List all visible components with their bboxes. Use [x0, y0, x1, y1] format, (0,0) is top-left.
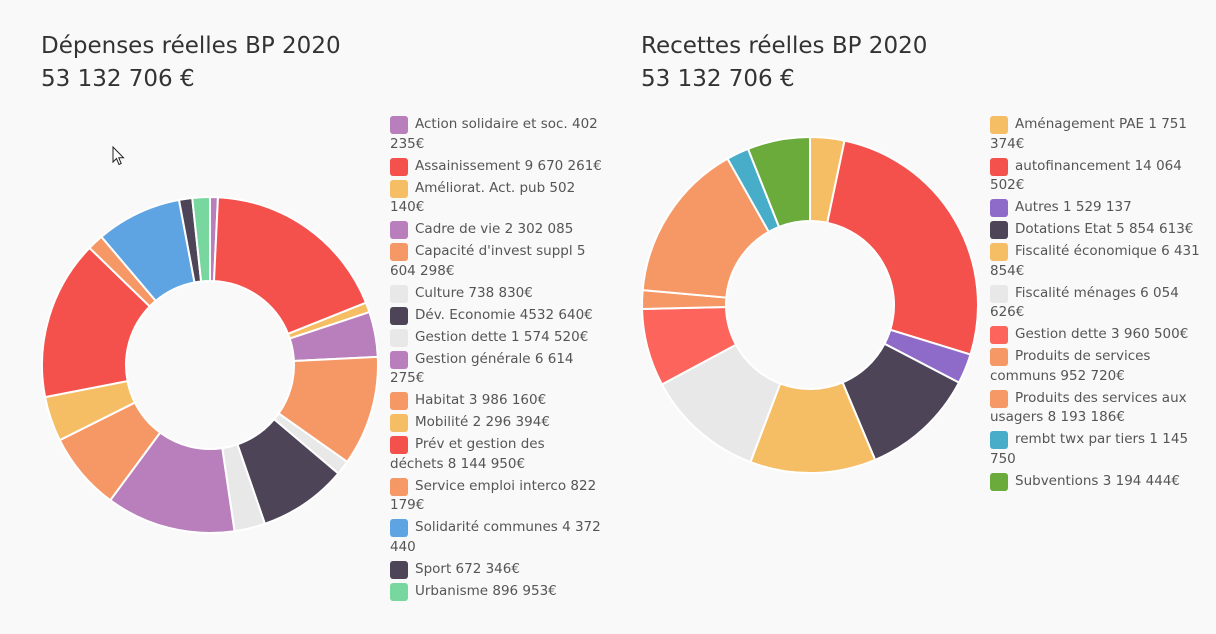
legend-label: Subventions 3 194 444€	[1015, 472, 1181, 489]
legend-swatch	[390, 436, 408, 454]
legend-swatch	[990, 284, 1008, 303]
legend-label: Culture 738 830€	[415, 284, 533, 301]
legend-swatch	[390, 243, 408, 261]
chart-total: 53 132 706 €	[41, 66, 195, 92]
legend-label: Capacité d'invest suppl 5 604 298€	[390, 243, 586, 279]
legend-label: Produits de services communs 952 720€	[990, 348, 1151, 384]
revenues-donut-chart[interactable]	[640, 135, 980, 475]
legend-swatch	[390, 582, 408, 601]
legend-label: Gestion dette 1 574 520€	[415, 328, 589, 345]
legend-item-gestion-dette-1-574-520[interactable]: Gestion dette 1 574 520€	[390, 328, 602, 348]
legend-item-action-solidaire-et-soc-402-235[interactable]: Action solidaire et soc. 402 235€	[390, 115, 602, 154]
legend-item-assainissement-9-670-261[interactable]: Assainissement 9 670 261€	[390, 157, 602, 177]
legend-swatch	[390, 221, 408, 239]
legend-label: Assainissement 9 670 261€	[415, 157, 602, 174]
legend-item-culture-738-830[interactable]: Culture 738 830€	[390, 284, 602, 304]
legend-label: Gestion générale 6 614 275€	[390, 350, 574, 387]
legend-swatch	[990, 243, 1008, 261]
legend-item-produits-des-services-aux-usagers-8-193-[interactable]: Produits des services aux usagers 8 193 …	[990, 389, 1202, 428]
slice-produits-des-services-aux-usagers-8-193-[interactable]	[641, 157, 771, 299]
expenses-legend: Action solidaire et soc. 402 235€ Assaini…	[390, 115, 602, 604]
expenses-panel: Dépenses réelles BP 2020 53 132 706 € Ac…	[0, 0, 602, 634]
legend-swatch	[390, 116, 408, 134]
legend-swatch	[990, 199, 1008, 217]
legend-label: autofinancement 14 064 502€	[990, 157, 1182, 194]
legend-label: Action solidaire et soc. 402 235€	[390, 116, 598, 152]
legend-swatch	[390, 477, 408, 496]
legend-swatch	[390, 519, 408, 537]
legend-item-gestion-dette-3-960-500[interactable]: Gestion dette 3 960 500€	[990, 325, 1202, 345]
legend-item-ameliorat-act-pub-502-140[interactable]: Améliorat. Act. pub 502 140€	[390, 179, 602, 218]
legend-label: Cadre de vie 2 302 085	[415, 221, 574, 237]
legend-label: Sport 672 346€	[415, 560, 520, 577]
legend-item-habitat-3-986-160[interactable]: Habitat 3 986 160€	[390, 391, 602, 411]
legend-item-gestion-generale-6-614-275[interactable]: Gestion générale 6 614 275€	[390, 350, 602, 389]
revenues-panel: Recettes réelles BP 2020 53 132 706 € Am…	[600, 0, 1200, 634]
legend-item-mobilite-2-296-394[interactable]: Mobilité 2 296 394€	[390, 413, 602, 433]
legend-item-autres-1-529-137[interactable]: Autres 1 529 137	[990, 198, 1202, 218]
legend-item-service-emploi-interco-822-179[interactable]: Service emploi interco 822 179€	[390, 477, 602, 516]
legend-swatch	[390, 392, 408, 410]
legend-item-dev-economie-4532-640[interactable]: Dév. Economie 4532 640€	[390, 306, 602, 326]
legend-label: Service emploi interco 822 179€	[390, 477, 597, 514]
chart-title: Dépenses réelles BP 2020	[41, 33, 341, 59]
expenses-donut-chart[interactable]	[40, 195, 380, 535]
legend-swatch	[990, 221, 1008, 239]
legend-swatch	[990, 326, 1008, 344]
slice-urbanisme-896-953[interactable]	[191, 195, 211, 283]
legend-label: Habitat 3 986 160€	[415, 392, 547, 408]
legend-swatch	[990, 116, 1008, 134]
legend-item-cadre-de-vie-2-302-085[interactable]: Cadre de vie 2 302 085	[390, 220, 602, 240]
legend-item-amenagement-pae-1-751-374[interactable]: Aménagement PAE 1 751 374€	[990, 115, 1202, 154]
legend-swatch	[390, 157, 408, 176]
legend-swatch	[390, 328, 408, 347]
legend-label: rembt twx par tiers 1 145 750	[990, 431, 1189, 467]
legend-label: Dév. Economie 4532 640€	[415, 306, 593, 323]
legend-label: Prév et gestion des déchets 8 144 950€	[390, 436, 545, 472]
legend-swatch	[390, 350, 408, 369]
legend-item-dotations-etat-5-854-613[interactable]: Dotations Etat 5 854 613€	[990, 220, 1202, 240]
legend-item-rembt-twx-par-tiers-1-145-750[interactable]: rembt twx par tiers 1 145 750	[990, 430, 1202, 469]
legend-swatch	[390, 306, 408, 325]
legend-label: Autres 1 529 137	[1015, 199, 1132, 215]
legend-label: Fiscalité ménages 6 054 626€	[990, 284, 1179, 321]
legend-swatch	[990, 348, 1008, 366]
chart-title: Recettes réelles BP 2020	[641, 33, 928, 59]
legend-swatch	[990, 157, 1008, 176]
legend-label: Améliorat. Act. pub 502 140€	[390, 179, 576, 216]
legend-item-subventions-3-194-444[interactable]: Subventions 3 194 444€	[990, 472, 1202, 492]
legend-swatch	[990, 431, 1008, 449]
legend-swatch	[390, 560, 408, 579]
slice-assainissement-9-670-261[interactable]	[212, 196, 368, 336]
slice-subventions-3-194-444[interactable]	[746, 135, 811, 229]
revenues-legend: Aménagement PAE 1 751 374€ autofinancemen…	[990, 115, 1202, 494]
legend-label: Solidarité communes 4 372 440	[390, 519, 601, 555]
legend-item-urbanisme-896-953[interactable]: Urbanisme 896 953€	[390, 582, 602, 602]
legend-item-solidarite-communes-4-372-440[interactable]: Solidarité communes 4 372 440	[390, 518, 602, 557]
mouse-pointer-icon	[112, 146, 125, 166]
legend-item-capacite-d-invest-suppl-5-604-298[interactable]: Capacité d'invest suppl 5 604 298€	[390, 242, 602, 281]
legend-item-prev-et-gestion-des-dechets-8-144-950[interactable]: Prév et gestion des déchets 8 144 950€	[390, 435, 602, 474]
legend-label: Dotations Etat 5 854 613€	[1015, 221, 1194, 237]
legend-swatch	[990, 389, 1008, 408]
legend-label: Mobilité 2 296 394€	[415, 414, 550, 430]
legend-label: Fiscalité économique 6 431 854€	[990, 243, 1200, 279]
legend-item-produits-de-services-communs-952-720[interactable]: Produits de services communs 952 720€	[990, 347, 1202, 386]
chart-total: 53 132 706 €	[641, 66, 795, 92]
legend-label: Produits des services aux usagers 8 193 …	[990, 389, 1187, 426]
legend-item-fiscalite-economique-6-431-854[interactable]: Fiscalité économique 6 431 854€	[990, 242, 1202, 281]
legend-swatch	[390, 414, 408, 432]
legend-item-sport-672-346[interactable]: Sport 672 346€	[390, 560, 602, 580]
legend-item-autofinancement-14-064-502[interactable]: autofinancement 14 064 502€	[990, 157, 1202, 196]
legend-label: Aménagement PAE 1 751 374€	[990, 116, 1187, 152]
legend-swatch	[390, 179, 408, 198]
legend-label: Gestion dette 3 960 500€	[1015, 326, 1189, 342]
legend-swatch	[990, 472, 1008, 491]
slice-autofinancement-14-064-502[interactable]	[826, 139, 979, 356]
legend-label: Urbanisme 896 953€	[415, 582, 557, 599]
legend-item-fiscalite-menages-6-054-626[interactable]: Fiscalité ménages 6 054 626€	[990, 284, 1202, 323]
legend-swatch	[390, 284, 408, 303]
